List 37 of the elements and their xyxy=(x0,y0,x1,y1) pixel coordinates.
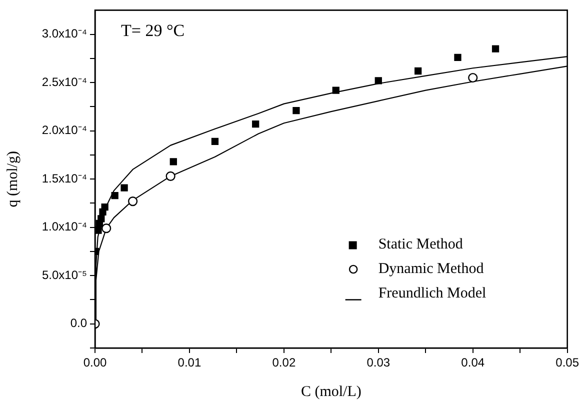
y-tick-label: 1.5x10⁻⁴ xyxy=(42,171,87,186)
y-tick-label: 2.0x10⁻⁴ xyxy=(42,123,87,138)
y-tick-label: 2.5x10⁻⁴ xyxy=(42,74,87,89)
y-tick-label: 5.0x10⁻⁵ xyxy=(42,268,88,282)
point xyxy=(468,72,478,83)
point xyxy=(95,226,102,234)
x-tick-label: 0.01 xyxy=(178,356,202,370)
legend-label: Freundlich Model xyxy=(378,286,486,302)
point xyxy=(492,45,500,52)
point xyxy=(414,67,422,75)
legend-label: Dynamic Method xyxy=(378,261,484,278)
y-tick-label: 3.0x10⁻⁴ xyxy=(42,26,87,41)
point xyxy=(211,138,219,146)
point xyxy=(111,192,118,200)
x-tick-label: 0.04 xyxy=(461,356,485,370)
y-tick-label: 0.0 xyxy=(70,316,88,330)
point xyxy=(454,54,462,62)
y-axis-title: q (mol/g) xyxy=(4,150,21,208)
legend-label: Static Method xyxy=(378,236,464,253)
x-tick-label: 0.03 xyxy=(366,356,390,370)
x-tick-label: 0.02 xyxy=(272,356,296,370)
point xyxy=(166,171,176,182)
point xyxy=(101,204,108,211)
x-tick-label: 0.00 xyxy=(83,356,107,370)
point xyxy=(332,86,340,94)
point xyxy=(120,184,128,192)
x-tick-label: 0.05 xyxy=(556,356,580,370)
point xyxy=(128,196,138,206)
point xyxy=(102,224,112,234)
point xyxy=(374,77,382,84)
point xyxy=(252,120,260,128)
point xyxy=(170,158,177,166)
point xyxy=(292,107,300,114)
x-axis-title: C (mol/L) xyxy=(300,384,362,400)
point xyxy=(98,215,105,222)
y-tick-label: 1.0x10⁻⁴ xyxy=(42,220,87,234)
annotation: T= 29 °C xyxy=(121,21,185,40)
